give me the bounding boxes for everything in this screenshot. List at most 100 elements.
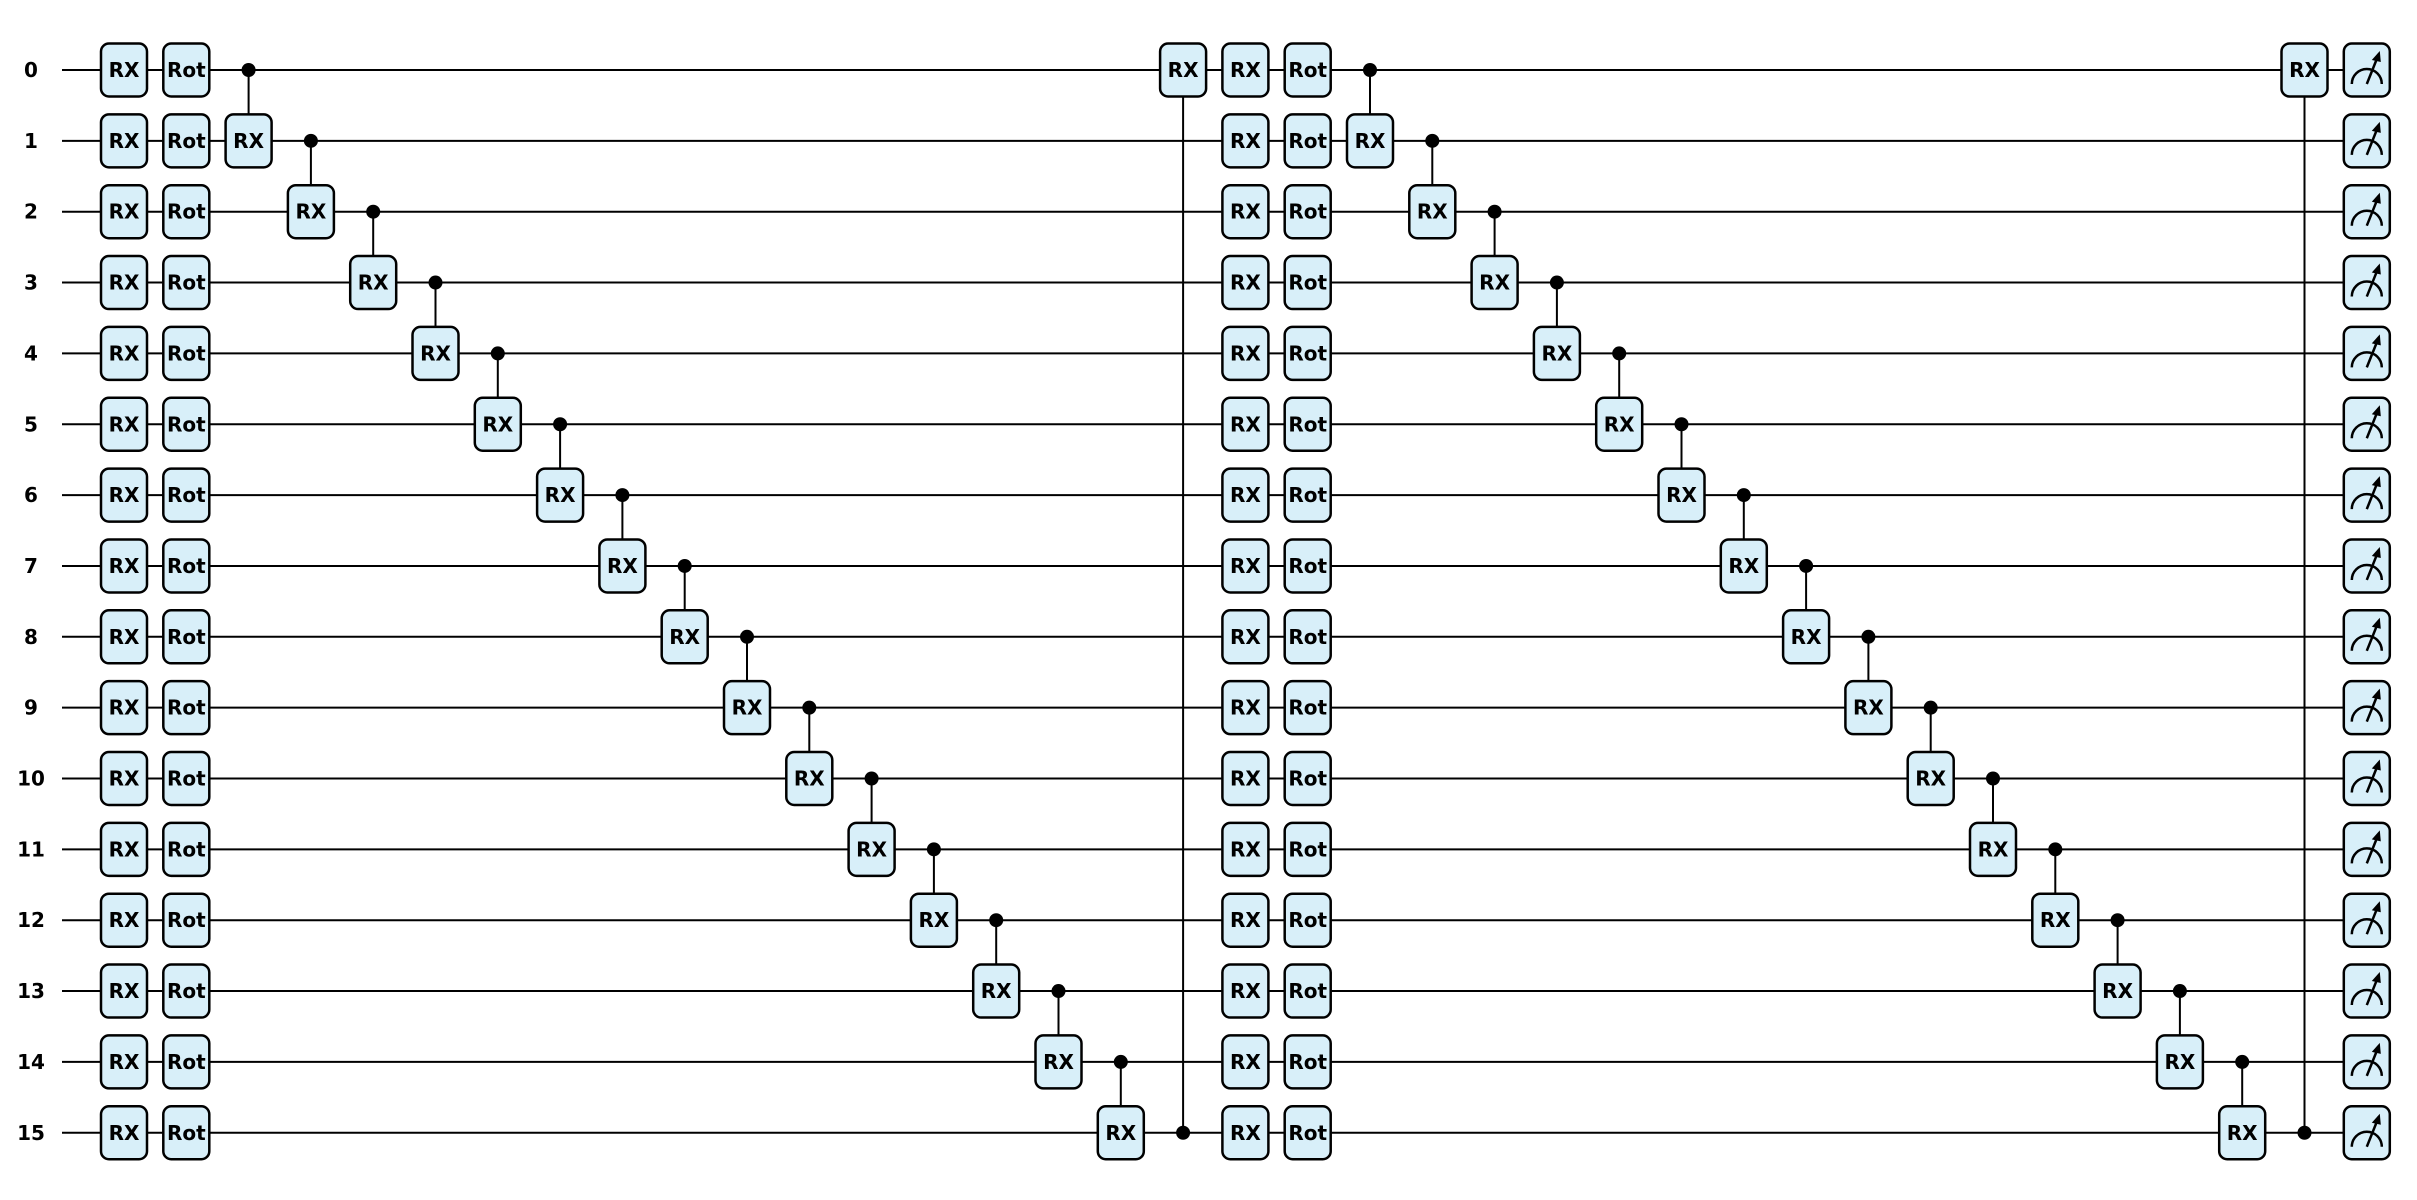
gate-box	[1283, 679, 1332, 736]
gate-box	[99, 538, 149, 594]
gate-box	[162, 892, 211, 948]
wire-label: 13	[17, 979, 45, 1003]
gate-label: RX	[1791, 625, 1822, 649]
gate-box	[2031, 892, 2080, 948]
measure-arc	[2350, 563, 2384, 581]
control-dot	[864, 771, 879, 786]
gate-box	[1470, 254, 1519, 311]
gate-box	[348, 254, 398, 311]
gate-box	[1283, 538, 1332, 594]
measure-arc	[2350, 776, 2384, 793]
gate-label: RX	[1728, 554, 1759, 578]
gate-label: RX	[545, 483, 576, 507]
gate-label: Rot	[167, 696, 206, 720]
gate-box	[2280, 42, 2329, 98]
gate-label: RX	[1230, 341, 1261, 365]
gate-label: Rot	[1288, 200, 1327, 224]
gate-label: RX	[2102, 979, 2133, 1003]
measure-arrowhead	[2371, 192, 2381, 204]
control-dot	[1113, 1054, 1128, 1069]
gate-box	[785, 750, 834, 807]
gate-box	[99, 609, 149, 665]
measure-arc	[2350, 1059, 2384, 1076]
measurement	[2342, 1105, 2392, 1161]
gate-label: Rot	[167, 625, 206, 649]
gate-label: Rot	[1288, 483, 1327, 507]
gate-box	[1283, 42, 1332, 98]
measure-arc	[2350, 67, 2384, 85]
gate-box	[1283, 963, 1332, 1019]
gate-label: RX	[2289, 58, 2320, 82]
gate-label: RX	[233, 129, 264, 153]
control-dot	[1051, 984, 1066, 999]
gate-box	[1532, 325, 1582, 382]
wire-label: 0	[24, 58, 38, 82]
gate-box	[1283, 183, 1332, 240]
control-dot	[926, 842, 941, 857]
gate-box	[1221, 1105, 1270, 1161]
gate-box	[99, 679, 149, 736]
gate-box	[162, 538, 211, 594]
wire-label: 2	[24, 200, 38, 224]
gate-label: RX	[981, 979, 1012, 1003]
control-dot	[241, 63, 256, 77]
measure-arc	[2350, 492, 2384, 510]
gate-label: RX	[1417, 200, 1448, 224]
gate-label: Rot	[167, 837, 206, 861]
gate-box	[1781, 609, 1831, 665]
gate-box	[1221, 396, 1270, 452]
gate-label: RX	[669, 625, 700, 649]
gate-box	[1221, 821, 1270, 878]
wire-label: 14	[17, 1050, 45, 1074]
gate-label: RX	[109, 58, 140, 82]
gate-label: Rot	[167, 483, 206, 507]
measure-arrowhead	[2371, 476, 2381, 488]
gate-box	[1283, 467, 1332, 523]
measurement	[2342, 963, 2392, 1019]
control-dot	[2172, 984, 2187, 999]
control-dot	[2235, 1054, 2250, 1069]
gate-box	[1221, 609, 1270, 665]
measure-arc	[2350, 988, 2384, 1006]
gate-box	[162, 1034, 211, 1090]
gate-box	[1221, 183, 1270, 240]
measure-arc	[2350, 847, 2384, 864]
gate-label: RX	[794, 767, 825, 791]
gate-label: RX	[1230, 554, 1261, 578]
gate-label: RX	[109, 271, 140, 295]
gate-box	[598, 538, 647, 594]
gate-box	[1906, 750, 1955, 807]
wire-label: 3	[24, 271, 38, 295]
gate-box	[99, 42, 149, 98]
measure-arc	[2350, 280, 2384, 297]
gate-label: RX	[109, 1121, 140, 1145]
gate-label: Rot	[1288, 58, 1327, 82]
wire-label: 9	[24, 696, 38, 720]
measurement	[2342, 821, 2392, 878]
gate-label: RX	[918, 908, 949, 932]
gate-label: RX	[1541, 341, 1572, 365]
gate-box	[99, 963, 149, 1019]
gate-label: RX	[1043, 1050, 1074, 1074]
gate-box	[1283, 113, 1332, 169]
gate-box	[1034, 1034, 1083, 1090]
gate-box	[99, 1034, 149, 1090]
wire-label: 7	[24, 554, 38, 578]
gate-box	[1096, 1105, 1146, 1161]
gate-box	[99, 396, 149, 452]
control-dot	[677, 558, 692, 573]
gate-box	[722, 679, 772, 736]
gate-box	[660, 609, 709, 665]
gate-box	[162, 609, 211, 665]
control-dot	[490, 346, 505, 361]
gate-label: RX	[1978, 837, 2009, 861]
gate-box	[1221, 254, 1270, 311]
gate-label: RX	[109, 200, 140, 224]
measure-arrowhead	[2371, 121, 2381, 133]
gate-label: RX	[2227, 1121, 2258, 1145]
gate-label: RX	[732, 696, 763, 720]
gate-label: Rot	[1288, 837, 1327, 861]
gate-label: RX	[1230, 1050, 1261, 1074]
gate-label: Rot	[1288, 129, 1327, 153]
